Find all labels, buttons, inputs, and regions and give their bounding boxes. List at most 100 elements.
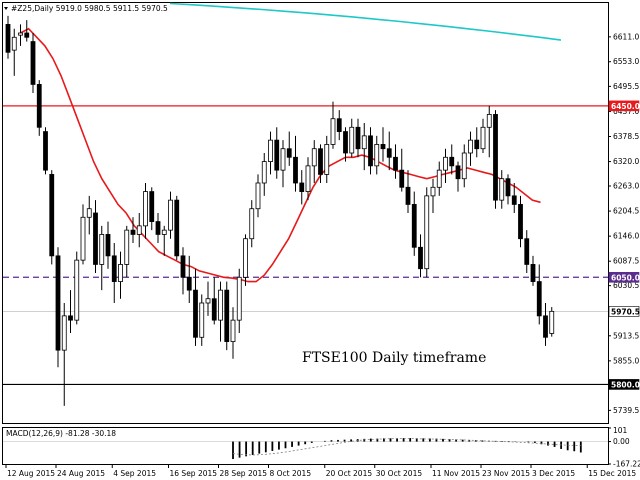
candle-bullish [249,208,255,240]
candle-bullish [330,118,336,145]
macd-tick-label: 0.00 [613,437,630,446]
candle-bearish [286,148,292,158]
candle-bearish [386,148,392,158]
price-tick-label: 6087.5 [613,257,639,266]
candle-bearish [336,118,342,132]
candle-bearish [355,126,361,150]
level-label-middle: 6050.0 [611,273,640,282]
price-tick-label: 6320.0 [613,157,639,166]
candle-bullish [374,144,380,167]
candle-bearish [411,204,417,248]
time-tick-label: 24 Aug 2015 [57,469,105,478]
candle-bullish [143,191,148,227]
candle-bearish [49,174,55,257]
candle-bearish [43,131,48,171]
candle-bearish [30,41,36,85]
time-tick-label: 23 Nov 2015 [482,469,530,478]
candle-bearish [474,139,480,150]
price-tick-label: 6437.0 [613,107,639,116]
price-tick-label: 5739.5 [613,406,639,415]
macd-pane-frame [2,427,609,465]
price-tick-label: 5913.5 [613,331,639,340]
ma-fast-line [20,27,541,283]
candle-bearish [149,191,155,222]
candle-bullish [461,152,467,180]
candle-bullish [230,319,236,342]
candle-bearish [318,148,323,175]
time-tick-label: 11 Nov 2015 [432,469,480,478]
candle-bullish [199,302,205,338]
candle-bearish [455,165,461,180]
candle-bullish [74,259,80,321]
candle-bearish [299,182,305,192]
candle-bearish [493,114,498,201]
time-tick-label: 16 Sep 2015 [170,469,218,478]
candle-bullish [480,126,486,150]
candle-bullish [424,195,430,270]
candle-bearish [5,24,11,53]
level-labels: 6450.0 6050.0 5970.5 5800.0 [608,100,640,390]
candle-bearish [24,32,30,38]
candle-bearish [405,186,411,205]
candle-bullish [218,289,223,321]
candle-bullish [430,186,436,197]
price-tick-label: 6378.5 [613,132,639,141]
time-tick-label: 12 Aug 2015 [7,469,55,478]
candle-bullish [280,148,286,171]
price-tick-label: 6204.5 [613,207,639,216]
time-tick-label: 4 Sep 2015 [113,469,156,478]
candle-bearish [105,234,111,257]
candle-bearish [293,156,298,184]
candlesticks [5,15,555,406]
moving-averages [20,2,562,283]
symbol-ohlc-info: #Z25,Daily 5919.0 5980.5 5911.5 5970.5 [11,4,168,13]
candle-bullish [118,264,123,282]
level-label-support: 5800.0 [611,380,640,389]
candle-bearish [511,195,517,205]
level-label-box-support [608,379,640,390]
candle-bullish [324,144,330,175]
candle-bullish [99,234,105,265]
price-tick-label: 6611.0 [613,32,639,41]
candle-bearish [55,255,61,351]
candle-bullish [468,139,473,154]
candle-bullish [124,229,130,265]
candle-bullish [80,216,86,261]
candle-bearish [111,255,117,282]
price-tick-label: 6146.0 [613,232,639,241]
candle-bearish [224,289,230,342]
candle-bearish [36,84,42,128]
triangle-down-icon [4,7,8,10]
candle-bearish [536,281,542,317]
level-label-box-current [608,306,640,317]
time-tick-label: 15 Dec 2015 [588,469,636,478]
time-tick-label: 3 Dec 2015 [532,469,575,478]
price-tick-label: 6553.0 [613,57,639,66]
candle-bullish [361,135,367,150]
time-tick-label: 8 Oct 2015 [270,469,312,478]
candle-bearish [343,131,348,154]
price-tick-label: 6263.0 [613,182,639,191]
candle-bullish [443,156,448,171]
macd-label: MACD(12,26,9) -81.28 -30.18 [6,429,116,438]
candle-bearish [518,204,523,240]
candle-bullish [243,238,248,278]
candle-bearish [505,178,511,197]
candle-bearish [530,264,536,282]
candle-bullish [436,169,442,188]
candle-bearish [93,212,98,265]
candle-bearish [399,169,405,188]
candle-bullish [255,182,261,210]
macd-tick-label: 101 [613,426,628,435]
main-pane-frame [2,2,609,424]
candle-bullish [268,139,273,162]
candle-bearish [155,221,161,235]
candle-bearish [393,156,398,171]
candle-bullish [499,178,505,201]
chart-annotation: FTSE100 Daily timeframe [302,350,486,366]
ma-slow-line [169,2,562,41]
candle-bearish [130,229,136,235]
price-tick-label: 6495.5 [613,82,639,91]
candle-bearish [174,199,180,257]
